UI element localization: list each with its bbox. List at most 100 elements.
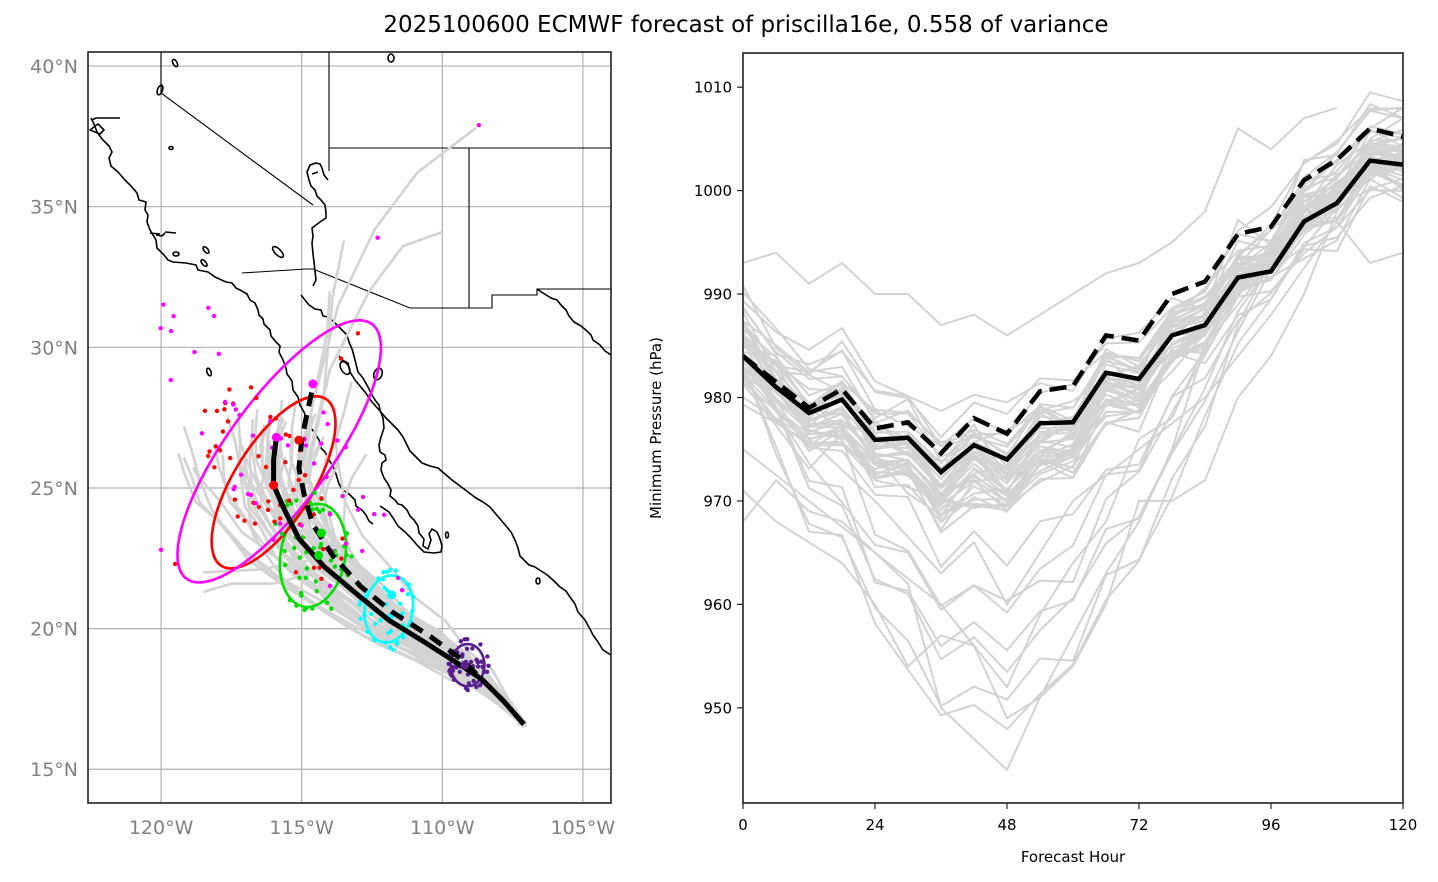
mean-tracks [269,379,526,726]
ensemble-track [202,571,317,594]
ensemble-position-24h [466,681,472,686]
ensemble-position-96h [273,416,278,421]
mean-position-marker [460,660,470,670]
ensemble-position-72h [310,507,315,512]
ensemble-position-72h [311,546,316,551]
ensemble-position-120h [216,351,221,356]
ensemble-position-48h [386,630,391,636]
ellipse-120h [176,319,383,584]
ensemble-position-72h [314,506,319,511]
ensemble-position-72h [294,498,299,503]
ensemble-pressure-lines [743,91,1403,772]
ensemble-position-24h [475,660,481,665]
ensemble-position-72h [349,554,354,559]
map-frame [87,51,612,804]
outlier-position [158,547,164,553]
ensemble-position-72h [324,600,330,605]
ensemble-position-48h [358,616,363,622]
outlier-position [172,561,178,567]
pressure-dashed-mean [743,126,1403,457]
ensemble-position-72h [310,606,315,611]
ensemble-pressure-line [743,106,1403,481]
island [172,251,180,257]
ensemble-position-120h [268,419,273,424]
ellipse-96h [210,394,337,570]
ensemble-position-120h [222,399,228,405]
island [156,84,164,96]
ensemble-position-72h [294,603,299,608]
map-tick-labels: 40°N 35°N 30°N 25°N 20°N 15°N 120°W 115°W 110°W 1… [30,56,615,839]
ensemble-position-120h [231,402,236,407]
ensemble-position-120h [245,491,251,497]
ensemble-position-24h [470,646,475,651]
ensemble-position-72h [329,606,334,611]
y-axis-label: Minimum Pressure (hPa) [647,337,665,519]
coastline-mexico [306,162,611,656]
ensemble-position-72h [287,598,293,603]
track-map: 40°N 35°N 30°N 25°N 20°N 15°N 120°W 115°W 110°W 1… [30,51,615,839]
ensemble-position-96h [213,444,218,449]
lon-tick-label: 105°W [551,817,616,839]
ensemble-position-72h [320,507,326,512]
ensemble-position-72h [303,575,309,580]
ensemble-position-48h [372,638,377,643]
ensemble-position-96h [293,570,299,575]
mean-position-marker [271,432,281,442]
ensemble-position-72h [344,552,349,558]
ensemble-position-48h [373,621,378,626]
ensemble-position-72h [314,588,319,594]
ensemble-pressure-line [743,170,1403,708]
ensemble-position-120h [206,305,211,310]
ensemble-position-72h [279,531,285,536]
ensemble-position-120h [321,410,326,415]
ensemble-position-96h [263,464,269,470]
island [149,231,177,237]
ensemble-position-96h [202,408,208,413]
y-tick-label: 950 [703,699,732,717]
ensemble-position-72h [292,545,297,551]
ensemble-position-48h [364,593,369,598]
island [202,245,210,255]
ensemble-position-120h [319,441,324,446]
ensemble-position-120h [237,412,242,418]
ensemble-position-120h [327,512,333,517]
ensemble-position-48h [401,635,406,640]
ensemble-position-96h [286,498,292,503]
ensemble-position-96h [256,504,262,510]
ensemble-pressure-line [743,151,1403,439]
ensemble-position-24h [471,678,476,684]
ensemble-positions [158,122,491,693]
outlier-position [338,356,344,361]
ensemble-position-24h [462,637,467,642]
island [171,58,179,68]
x-tick-label: 0 [738,816,748,834]
ellipse-24h [449,642,486,688]
uncertainty-ellipses [176,319,486,688]
ensemble-position-72h [297,555,302,560]
ensemble-position-120h [161,302,166,307]
ensemble-position-72h [318,541,324,547]
mean-position-marker [294,435,304,445]
ensemble-position-72h [282,548,287,554]
ensemble-position-96h [248,385,254,390]
ensemble-position-120h [271,537,276,542]
border-us-mexico [241,268,611,309]
ensemble-position-96h [319,576,324,581]
ensemble-position-24h [458,639,463,644]
ensemble-position-96h [339,556,344,561]
ensemble-position-72h [302,607,307,613]
ensemble-position-24h [486,663,491,668]
x-tick-label: 24 [865,816,884,834]
y-tick-label: 990 [703,286,732,304]
y-tick-label: 980 [703,389,732,407]
ensemble-position-96h [220,429,226,434]
ensemble-position-120h [232,484,237,489]
ensemble-position-24h [480,664,485,669]
ensemble-position-120h [303,443,309,448]
ensemble-track [306,230,443,475]
island [168,145,174,151]
ensemble-position-120h [324,474,329,480]
ensemble-position-120h [168,328,174,334]
ensemble-position-72h [312,490,317,495]
ensemble-pressure-line [743,184,1403,569]
